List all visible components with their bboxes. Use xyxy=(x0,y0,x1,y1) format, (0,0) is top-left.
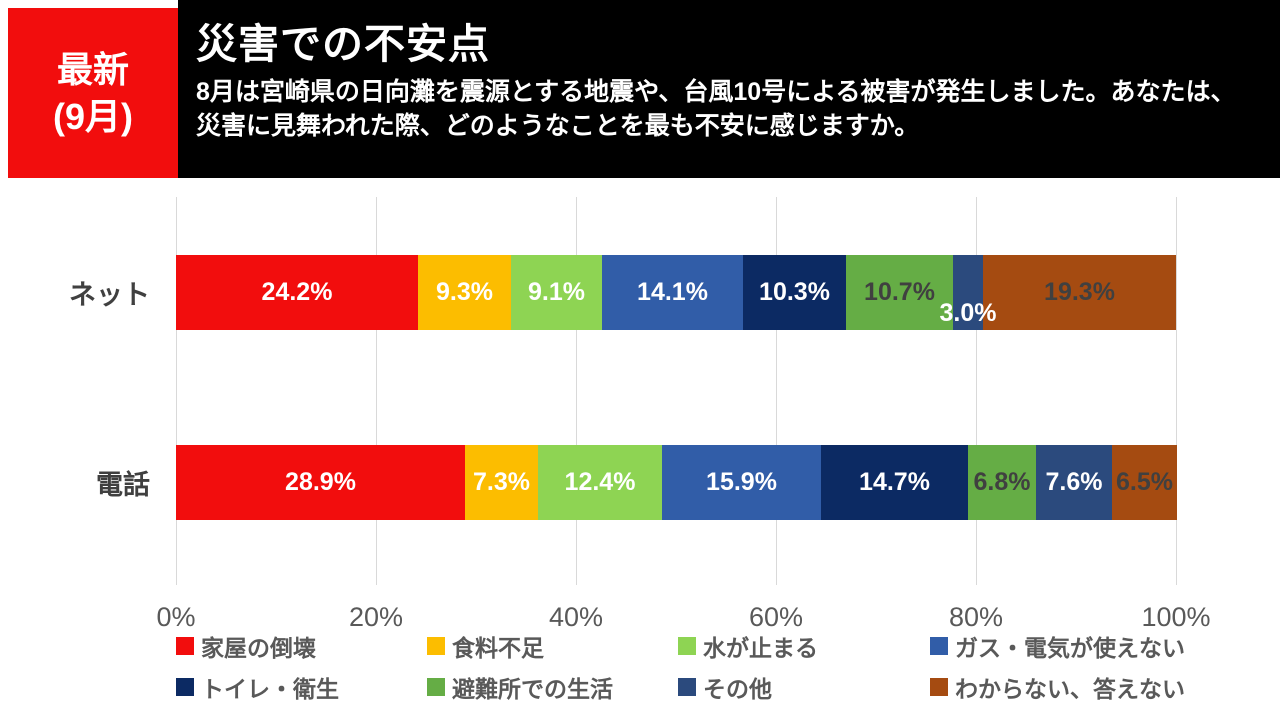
bar-segment: 9.1% xyxy=(511,255,602,330)
bar-value-label: 14.7% xyxy=(859,468,930,496)
header: 災害での不安点 8月は宮崎県の日向灘を震源とする地震や、台風10号による被害が発… xyxy=(178,0,1280,178)
bar-value-label: 24.2% xyxy=(261,278,333,306)
legend-item: トイレ・衛生 xyxy=(176,674,427,702)
gridline xyxy=(1176,197,1177,585)
latest-badge: 最新 (9月) xyxy=(8,8,178,178)
gridline xyxy=(376,197,377,585)
bar-value-label: 14.1% xyxy=(637,278,708,306)
legend-item: わからない、答えない xyxy=(930,674,1216,702)
bar-row: 28.9% 7.3% 12.4% 15.9% 14.7% 6.8% 7.6% 6.5% xyxy=(176,445,1177,520)
gridline xyxy=(176,197,177,585)
bar-value-label: 12.4% xyxy=(564,468,636,496)
legend-label: トイレ・衛生 xyxy=(201,676,339,702)
bar-value-label: 9.3% xyxy=(436,278,493,306)
legend-label: 家屋の倒壊 xyxy=(201,635,316,661)
bar-segment: 14.1% xyxy=(602,255,743,330)
bar-value-label: 6.5% xyxy=(1116,468,1173,496)
legend-label: 避難所での生活 xyxy=(452,676,613,702)
bar-value-label: 7.6% xyxy=(1045,468,1103,496)
x-tick-label: 100% xyxy=(1141,602,1211,632)
legend-item: 家屋の倒壊 xyxy=(176,633,427,661)
legend-swatch xyxy=(427,637,445,655)
legend-label: 水が止まる xyxy=(703,635,818,661)
legend-item: 食料不足 xyxy=(427,633,678,661)
bar-segment: 7.6% xyxy=(1036,445,1112,520)
legend-swatch xyxy=(176,637,194,655)
bar-value-label: 10.3% xyxy=(759,278,830,306)
bar-value-label: 6.8% xyxy=(973,468,1031,496)
badge-line1: 最新 xyxy=(56,49,129,90)
legend-item: 避難所での生活 xyxy=(427,674,678,702)
bar-value-label: 28.9% xyxy=(285,468,356,496)
x-tick-label: 0% xyxy=(156,602,196,632)
x-tick-label: 80% xyxy=(948,602,1004,632)
bar-segment: 6.8% xyxy=(968,445,1036,520)
bar-value-label: 7.3% xyxy=(473,468,530,496)
bar-segment: 15.9% xyxy=(662,445,821,520)
bar-value-label: 15.9% xyxy=(706,468,777,496)
x-tick-label: 60% xyxy=(748,602,804,632)
legend-label: その他 xyxy=(703,676,772,702)
legend-label: ガス・電気が使えない xyxy=(955,635,1185,661)
bar-value-label: 10.7% xyxy=(864,278,935,306)
legend-label: 食料不足 xyxy=(452,635,544,661)
gridline xyxy=(976,197,977,585)
bar-value-label: 9.1% xyxy=(528,278,585,306)
legend-swatch xyxy=(930,637,948,655)
x-tick-label: 40% xyxy=(548,602,604,632)
legend-swatch xyxy=(176,678,194,696)
bar-segment: 28.9% xyxy=(176,445,465,520)
bar-segment: 7.3% xyxy=(465,445,538,520)
legend-swatch xyxy=(930,678,948,696)
x-tick-label: 20% xyxy=(348,602,404,632)
legend: 家屋の倒壊 食料不足 水が止まる ガス・電気が使えないトイレ・衛生 避難所での生活 その他… xyxy=(176,633,1216,702)
category-label: 電話 xyxy=(96,470,150,500)
stacked-bar-chart: ネット 24.2% 9.3% 9.1% 14.1% 10.3% 10.7% 3.0% 19.3%… xyxy=(0,178,1280,720)
legend-swatch xyxy=(678,637,696,655)
bar-segment: 12.4% xyxy=(538,445,662,520)
legend-item: 水が止まる xyxy=(678,633,930,661)
gridline xyxy=(776,197,777,585)
page-title: 災害での不安点 xyxy=(196,21,490,67)
legend-item: その他 xyxy=(678,674,930,702)
bar-segment: 3.0% xyxy=(940,255,997,330)
badge-line2: (9月) xyxy=(53,96,133,137)
category-label: ネット xyxy=(69,280,150,310)
bar-segment: 10.3% xyxy=(743,255,846,330)
bar-segment: 14.7% xyxy=(821,445,968,520)
legend-label: わからない、答えない xyxy=(955,676,1185,702)
gridline xyxy=(576,197,577,585)
legend-swatch xyxy=(678,678,696,696)
page-subtitle: 8月は宮崎県の日向灘を震源とする地震や、台風10号による被害が発生しました。あな… xyxy=(196,78,1236,140)
legend-swatch xyxy=(427,678,445,696)
bar-row: 24.2% 9.3% 9.1% 14.1% 10.3% 10.7% 3.0% 19.3% xyxy=(176,255,1176,330)
bar-segment: 24.2% xyxy=(176,255,418,330)
legend-item: ガス・電気が使えない xyxy=(930,633,1216,661)
bar-segment: 9.3% xyxy=(418,255,511,330)
bar-value-label: 19.3% xyxy=(1044,278,1115,306)
bar-segment: 19.3% xyxy=(983,255,1176,330)
bar-segment: 10.7% xyxy=(846,255,953,330)
bar-value-label: 3.0% xyxy=(939,299,997,327)
bar-segment: 6.5% xyxy=(1112,445,1177,520)
